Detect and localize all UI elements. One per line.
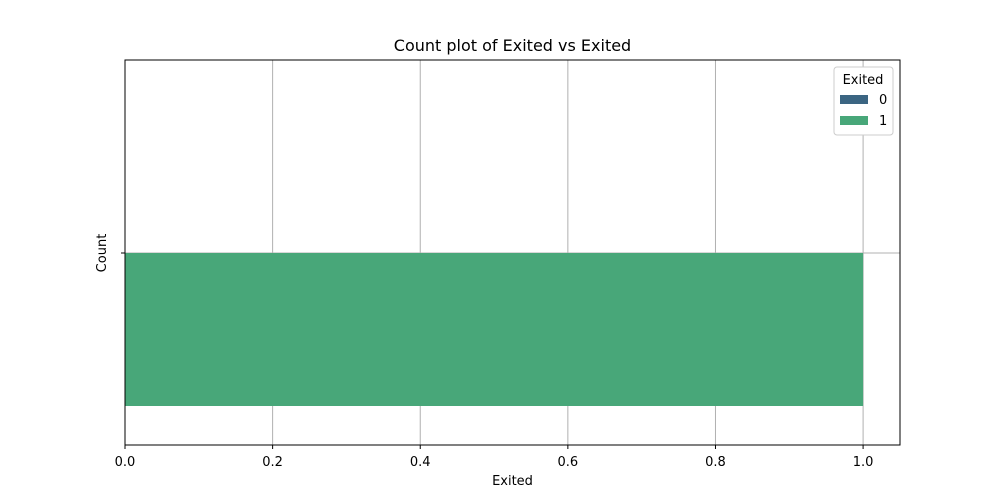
y-axis-label: Count [95, 234, 110, 273]
legend-swatch-1 [840, 116, 868, 125]
legend-swatch-0 [840, 95, 868, 104]
legend-label-0: 0 [879, 93, 887, 108]
x-tick-label: 0.6 [558, 455, 579, 470]
bar-series-1 [125, 253, 864, 406]
legend-label-1: 1 [879, 114, 887, 129]
bars [125, 253, 864, 406]
x-tick-label: 0.4 [410, 455, 431, 470]
x-tick-label: 0.0 [115, 455, 136, 470]
x-axis-label: Exited [492, 474, 533, 489]
legend-title: Exited [843, 73, 884, 88]
legend: Exited 0 1 [833, 66, 894, 136]
x-tick-label: 0.8 [705, 455, 726, 470]
x-tick-label: 1.0 [853, 455, 874, 470]
chart-title: Count plot of Exited vs Exited [394, 36, 631, 55]
x-axis-ticks: 0.0 0.2 0.4 0.6 0.8 1.0 [115, 445, 874, 470]
x-tick-label: 0.2 [262, 455, 283, 470]
